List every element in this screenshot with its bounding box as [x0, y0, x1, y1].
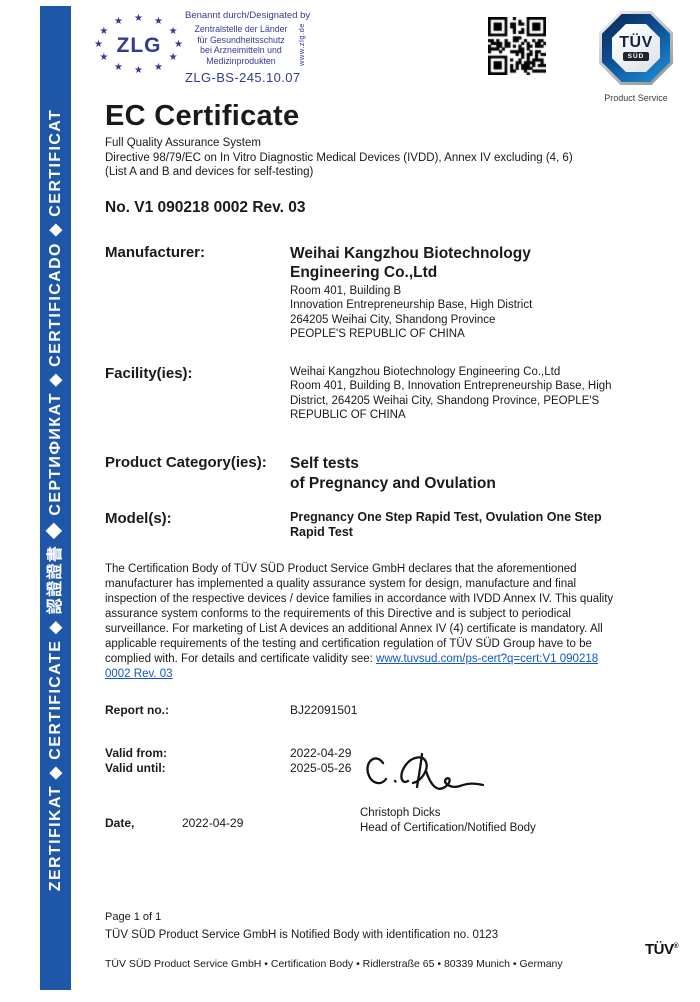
facility-line: District, 264205 Weihai City, Shandong P… — [290, 394, 600, 407]
tuv-octagon-blue-ring: TÜV SÜD — [602, 14, 670, 82]
zlg-star-icon: ★ — [114, 16, 123, 28]
address-line: Innovation Entrepreneurship Base, High D… — [290, 299, 533, 311]
tuv-octagon-center: TÜV SÜD — [612, 24, 660, 72]
facility-label: Facility(ies): — [105, 364, 193, 382]
zlg-body-line: für Gesundheitsschutz — [197, 34, 285, 45]
product-category-label: Product Category(ies): — [105, 453, 267, 471]
zlg-star-icon: ★ — [154, 16, 163, 28]
zlg-body-line: bei Arzneimitteln und — [200, 45, 282, 55]
sidebar-band-text: ZERTIFIKAT ◆ CERTIFICATE ◆ 認證證書 ◆ СЕРТИФ… — [47, 108, 64, 892]
valid-from-row: Valid from: 2022-04-29 — [105, 746, 621, 762]
registered-mark: ® — [673, 943, 679, 950]
tuv-logo-text: TÜV — [619, 33, 653, 51]
manufacturer-row: Manufacturer: Weihai Kangzhou Biotechnol… — [105, 244, 621, 342]
zlg-star-icon: ★ — [134, 13, 143, 24]
zlg-text-column: Benannt durch/Designated by Zentralstell… — [185, 10, 311, 85]
category-line: Self tests — [290, 454, 359, 472]
zlg-logo-text: ZLG — [116, 34, 162, 57]
zlg-star-icon: ★ — [99, 26, 109, 37]
facility-row: Facility(ies): Weihai Kangzhou Biotechno… — [105, 365, 621, 423]
manufacturer-name: Weihai Kangzhou Biotechnology — [290, 244, 531, 262]
sud-logo-text: SÜD — [622, 51, 650, 62]
zlg-star-icon: ★ — [168, 52, 178, 63]
qr-code-icon — [488, 17, 546, 75]
date-label: Date, — [105, 815, 135, 830]
models-label: Model(s): — [105, 509, 172, 527]
valid-until-row: Valid until: 2025-05-26 — [105, 761, 621, 777]
facility-line: Weihai Kangzhou Biotechnology Engineerin… — [290, 365, 561, 378]
tuv-sud-logo: TÜV SÜD Product Service — [599, 11, 673, 103]
address-line: Room 401, Building B — [290, 284, 402, 297]
certificate-validity-link[interactable]: www.tuvsud.com/ps-cert?q=cert:V1 090218 … — [105, 652, 599, 680]
validity-group: Valid from: 2022-04-29 Valid until: 2025… — [105, 746, 621, 777]
zlg-star-icon: ★ — [174, 39, 183, 50]
signer-title: Head of Certification/Notified Body — [360, 822, 536, 834]
zlg-body-line: Medizinprodukten — [206, 55, 276, 66]
manufacturer-label: Manufacturer: — [105, 243, 206, 261]
zlg-star-icon: ★ — [154, 61, 163, 73]
models-row: Model(s): Pregnancy One Step Rapid Test,… — [105, 510, 621, 541]
valid-until-value: 2025-05-26 — [290, 761, 352, 775]
zlg-star-icon: ★ — [168, 26, 178, 37]
valid-from-value: 2022-04-29 — [290, 745, 352, 760]
manufacturer-name: Engineering Co.,Ltd — [290, 263, 438, 281]
signature-block: Christoph Dicks Head of Certification/No… — [360, 750, 600, 836]
models-value: Pregnancy One Step Rapid Test, Ovulation… — [290, 509, 602, 540]
date-row: Date, 2022-04-29 — [105, 816, 621, 830]
product-category-value: Self tests of Pregnancy and Ovulation — [290, 454, 621, 494]
subtitle: Full Quality Assurance System Directive … — [105, 136, 621, 180]
address-line: 264205 Weihai City, Shandong Province — [290, 313, 496, 326]
zlg-star-icon: ★ — [134, 65, 143, 76]
tuv-octagon-outer: TÜV SÜD — [599, 11, 673, 85]
category-line: of Pregnancy and Ovulation — [290, 474, 496, 492]
tuv-wordmark: TÜV® — [645, 941, 679, 958]
report-value: BJ22091501 — [290, 702, 358, 717]
zlg-star-icon: ★ — [94, 39, 103, 50]
zlg-body-line: Zentralstelle der Länder — [194, 24, 288, 34]
footer-address: TÜV SÜD Product Service GmbH • Certifica… — [105, 958, 563, 970]
zlg-website: www.zlg.de — [297, 23, 306, 66]
valid-until-label: Valid until: — [105, 761, 166, 775]
product-category-row: Product Category(ies): Self tests of Pre… — [105, 454, 621, 494]
zlg-designated-by: Benannt durch/Designated by — [185, 10, 311, 21]
declaration-paragraph: The Certification Body of TÜV SÜD Produc… — [105, 562, 621, 682]
address-line: PEOPLE'S REPUBLIC OF CHINA — [290, 328, 465, 340]
signature-icon — [366, 752, 485, 790]
certificate-number: No. V1 090218 0002 Rev. 03 — [105, 198, 306, 216]
certificate-body: EC Certificate Full Quality Assurance Sy… — [105, 99, 621, 830]
zlg-logo: ZLG ★ ★ ★ ★ ★ ★ ★ ★ ★ ★ ★ ★ — [93, 12, 185, 78]
facility-line: REPUBLIC OF CHINA — [290, 409, 406, 421]
date-value: 2022-04-29 — [182, 815, 244, 830]
product-service-caption: Product Service — [604, 93, 668, 103]
facility-line: Room 401, Building B, Innovation Entrepr… — [290, 380, 612, 392]
subtitle-line: (List A and B and devices for self-testi… — [105, 166, 314, 178]
manufacturer-value: Weihai Kangzhou Biotechnology Engineerin… — [290, 244, 621, 342]
zlg-star-icon: ★ — [114, 61, 123, 73]
page-title: EC Certificate — [105, 100, 300, 132]
page-number: Page 1 of 1 — [105, 911, 162, 923]
signer-name: Christoph Dicks — [360, 807, 441, 819]
zlg-star-icon: ★ — [99, 52, 109, 63]
facility-value: Weihai Kangzhou Biotechnology Engineerin… — [290, 365, 621, 423]
declaration-text: The Certification Body of TÜV SÜD Produc… — [105, 562, 614, 665]
sidebar-band — [40, 6, 71, 990]
subtitle-line: Full Quality Assurance System — [105, 137, 261, 149]
report-label: Report no.: — [105, 702, 169, 717]
zlg-reference-number: ZLG-BS-245.10.07 — [185, 70, 301, 85]
zlg-designation-block: ZLG ★ ★ ★ ★ ★ ★ ★ ★ ★ ★ ★ ★ Benannt durch/Designate… — [93, 8, 313, 86]
manufacturer-address: Room 401, Building B Innovation Entrepre… — [290, 284, 621, 342]
subtitle-line: Directive 98/79/EC on In Vitro Diagnosti… — [105, 151, 573, 164]
notified-body-line: TÜV SÜD Product Service GmbH is Notified… — [105, 929, 499, 941]
report-row: Report no.: BJ22091501 — [105, 703, 621, 717]
valid-from-label: Valid from: — [105, 745, 168, 760]
